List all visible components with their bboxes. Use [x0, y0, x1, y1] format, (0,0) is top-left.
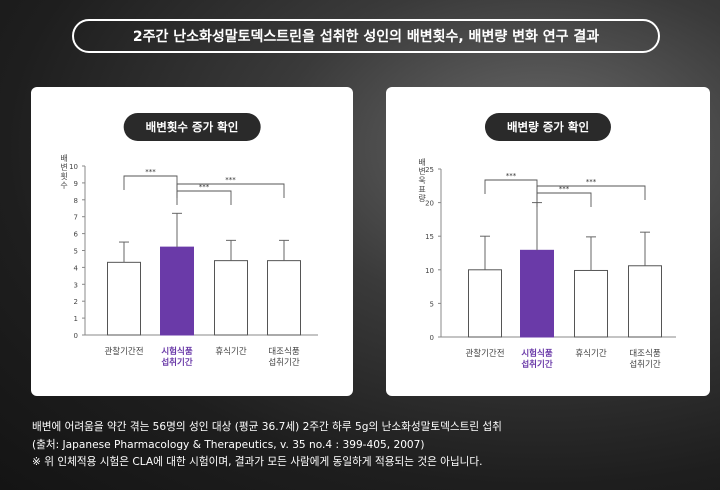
significance-bracket — [123, 175, 178, 190]
category-label: 섭취기간 — [268, 357, 299, 368]
category-label: 대조식품 — [268, 347, 299, 357]
y-tick-label: 2 — [74, 298, 78, 306]
significance-bracket — [536, 185, 646, 200]
footnote: 배변에 어려움을 약간 겪는 56명의 성인 대상 (평균 36.7세) 2주간… — [32, 419, 502, 472]
headline-banner: 2주간 난소화성말토덱스트린을 섭취한 성인의 배변횟수, 배변량 변화 연구 … — [72, 19, 660, 53]
category-label: 관찰기간전 — [465, 348, 504, 359]
significance-label: *** — [506, 172, 517, 180]
y-tick-label: 25 — [425, 166, 434, 174]
y-tick-label: 4 — [74, 264, 79, 272]
significance-bracket — [484, 179, 538, 194]
category-label: 섭취기간 — [161, 357, 192, 368]
y-tick-label: 10 — [425, 267, 434, 275]
y-tick-label: 6 — [74, 231, 79, 239]
bar — [267, 260, 301, 336]
significance-label: *** — [199, 183, 210, 191]
y-axis-label-char: 욱 — [418, 176, 425, 185]
y-tick-label: 20 — [425, 200, 434, 208]
y-tick-label: 10 — [69, 163, 78, 171]
footnote-study: 배변에 어려움을 약간 겪는 56명의 성인 대상 (평균 36.7세) 2주간… — [32, 421, 502, 433]
y-tick-label: 1 — [74, 315, 78, 323]
category-label: 시험식품 — [521, 348, 552, 359]
bar — [574, 269, 608, 338]
bar — [468, 269, 502, 338]
footnote-source: (출처: Japanese Pharmacology & Therapeutic… — [32, 438, 425, 451]
category-label: 휴식기간 — [575, 348, 606, 359]
y-tick-label: 0 — [430, 334, 434, 342]
y-tick-label: 3 — [74, 281, 78, 289]
chart-title-pill: 배변횟수 증가 확인 — [123, 113, 261, 141]
category-label: 섭취기간 — [629, 359, 660, 370]
category-label: 시험식품 — [161, 346, 192, 357]
significance-label: *** — [586, 178, 597, 186]
y-axis-label-char: 변 — [60, 162, 67, 172]
y-axis-label-char: 수 — [60, 181, 67, 190]
y-tick-label: 5 — [74, 248, 78, 256]
chart-card-volume: 배변량 증가 확인 0 5 10 15 20 25 배 변 욱 표 량 관찰기간전 시험식품 섭취기간 휴식… — [386, 87, 710, 396]
headline-text: 2주간 난소화성말토덱스트린을 섭취한 성인의 배변횟수, 배변량 변화 연구 … — [132, 29, 600, 45]
category-label: 섭취기간 — [521, 359, 552, 370]
bar — [160, 246, 194, 336]
y-tick-label: 8 — [74, 197, 78, 205]
significance-label: *** — [225, 176, 236, 184]
chart-card-frequency: 배변횟수 증가 확인 0 1 2 3 4 5 6 7 8 9 10 배 변 횟 수 관찰기간전 시험식품 섭취기간… — [31, 87, 353, 396]
category-label: 관찰기간전 — [104, 346, 143, 357]
significance-bracket — [176, 190, 232, 205]
bar — [628, 265, 662, 338]
bar — [214, 260, 248, 336]
y-tick-label: 15 — [425, 233, 434, 241]
significance-label: *** — [559, 185, 570, 193]
chart-title-pill: 배변량 증가 확인 — [484, 113, 612, 141]
y-tick-label: 5 — [430, 300, 434, 308]
y-axis-label-char: 배 — [60, 154, 67, 163]
y-axis-label-char: 변 — [418, 166, 425, 176]
category-label: 휴식기간 — [215, 346, 246, 357]
significance-bracket — [176, 183, 285, 198]
y-axis-label-char: 량 — [418, 193, 426, 203]
bar — [520, 249, 554, 338]
significance-label: *** — [145, 168, 156, 176]
significance-bracket — [536, 192, 592, 207]
y-axis-label-char: 표 — [418, 185, 425, 194]
y-tick-label: 7 — [74, 214, 78, 222]
category-label: 대조식품 — [629, 349, 660, 359]
y-tick-label: 9 — [74, 180, 78, 188]
y-axis-label-char: 횟 — [60, 171, 67, 181]
y-axis-label-char: 배 — [418, 158, 425, 167]
bar — [107, 261, 141, 336]
footnote-disclaimer: ※ 위 인체적용 시험은 CLA에 대한 시험이며, 결과가 모든 사람에게 동… — [32, 456, 483, 468]
y-tick-label: 0 — [74, 332, 78, 340]
